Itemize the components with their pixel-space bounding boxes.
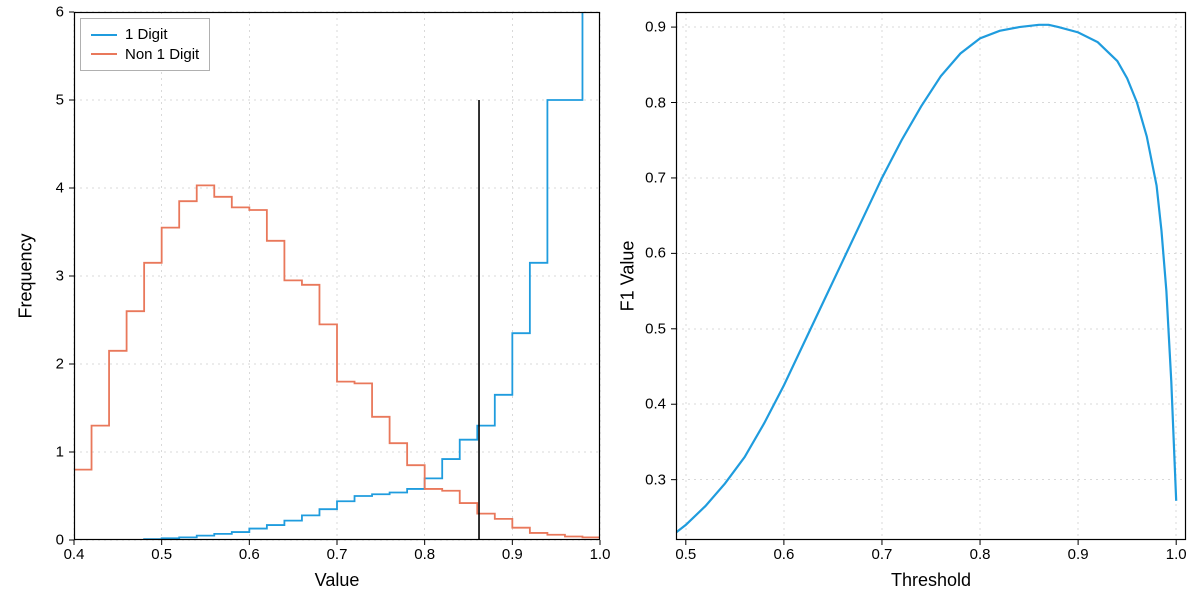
- xtick-label: 0.9: [1068, 546, 1089, 563]
- xtick-label: 0.8: [414, 546, 435, 563]
- ytick-label: 0.7: [645, 169, 666, 186]
- xtick-label: 0.7: [327, 546, 348, 563]
- legend-label: Non 1 Digit: [125, 45, 199, 65]
- left-xlabel: Value: [315, 570, 360, 591]
- left-panel: [74, 12, 600, 540]
- xtick-label: 1.0: [590, 546, 611, 563]
- ytick-label: 3: [56, 268, 64, 285]
- xtick-label: 0.6: [239, 546, 260, 563]
- ytick-label: 0.8: [645, 94, 666, 111]
- xtick-label: 0.4: [64, 546, 85, 563]
- xtick-label: 0.5: [151, 546, 172, 563]
- legend-swatch: [91, 34, 117, 36]
- figure: 0.4 0.5 0.6 0.7 0.8 0.9 1.0 0 1 2 3 4 5 6 Value Frequen…: [0, 0, 1200, 600]
- legend: 1 DigitNon 1 Digit: [80, 18, 210, 71]
- ytick-label: 0.9: [645, 19, 666, 36]
- left-ylabel: Frequency: [16, 233, 37, 318]
- xtick-label: 0.8: [970, 546, 991, 563]
- ytick-label: 2: [56, 356, 64, 373]
- legend-swatch: [91, 53, 117, 55]
- xtick-label: 0.9: [502, 546, 523, 563]
- ytick-label: 0.6: [645, 245, 666, 262]
- right-xlabel: Threshold: [891, 570, 971, 591]
- series-f1: [676, 25, 1176, 533]
- xtick-label: 0.7: [872, 546, 893, 563]
- ytick-label: 0.3: [645, 471, 666, 488]
- legend-item: Non 1 Digit: [91, 45, 199, 65]
- ytick-label: 0.4: [645, 396, 666, 413]
- ytick-label: 0.5: [645, 320, 666, 337]
- xtick-label: 0.6: [773, 546, 794, 563]
- ytick-label: 1: [56, 444, 64, 461]
- xtick-label: 0.5: [675, 546, 696, 563]
- ytick-label: 5: [56, 92, 64, 109]
- ytick-label: 6: [56, 4, 64, 21]
- xtick-label: 1.0: [1166, 546, 1187, 563]
- legend-label: 1 Digit: [125, 25, 168, 45]
- legend-item: 1 Digit: [91, 25, 199, 45]
- right-ylabel: F1 Value: [618, 241, 639, 312]
- right-panel: [676, 12, 1186, 540]
- ytick-label: 4: [56, 180, 64, 197]
- ytick-label: 0: [56, 532, 64, 549]
